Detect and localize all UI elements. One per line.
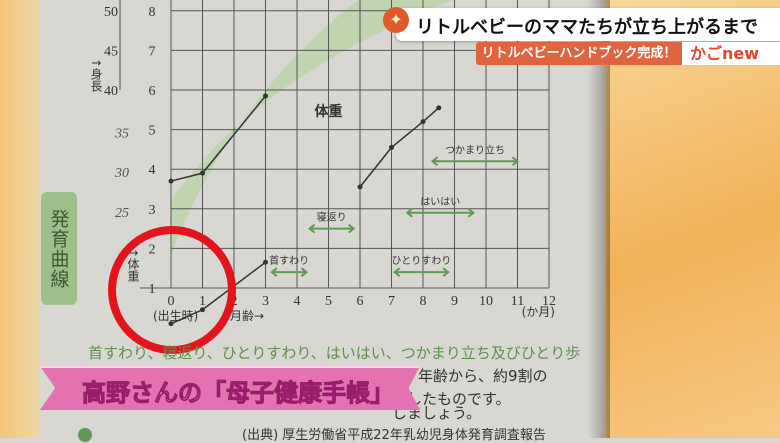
body-text-line: 表したものです。 <box>392 390 511 408</box>
milestone-label: はいはい <box>420 196 460 208</box>
caption-title-box: リトルベビーのママたちが立ち上がるまで <box>396 8 780 41</box>
growth-chart: 0 1 2 3 4 5 6 7 8 9 10 11 1212345678404550253035↑身長↑… <box>89 0 556 354</box>
x-tick-label: 10 <box>479 294 493 309</box>
handwritten-tick-label: 35 <box>114 127 129 142</box>
orange-background <box>606 0 780 438</box>
milestone-arrowheads <box>270 267 309 277</box>
length-axis-label: ↑身長 <box>89 58 103 92</box>
y-tick-label: 7 <box>149 44 156 59</box>
length-tick-label: 45 <box>104 44 118 59</box>
milestone-label: 首すわり <box>269 254 309 267</box>
y-tick-label: 4 <box>149 163 156 178</box>
milestone-label: つかまり立ち <box>445 143 505 156</box>
x-tick-label: 5 <box>325 294 332 309</box>
x-unit-label: (か月) <box>522 305 555 319</box>
data-point <box>263 93 268 99</box>
x-tick-label: 7 <box>388 294 395 309</box>
x-tick-label: 4 <box>294 294 301 309</box>
milestone-arrowheads <box>307 223 356 234</box>
y-tick-label: 2 <box>149 242 156 257</box>
y-tick-label: 8 <box>149 5 156 20</box>
x-tick-label: 8 <box>420 294 427 309</box>
data-point <box>389 144 394 150</box>
data-point <box>357 184 363 190</box>
green-dot <box>78 428 92 442</box>
channel-logo: かごnew <box>682 42 780 65</box>
left-background <box>0 0 40 438</box>
growth-line <box>359 107 440 188</box>
highlight-circle <box>108 226 236 354</box>
y-tick-label: 3 <box>149 203 156 218</box>
milestone-arrowheads <box>393 267 450 277</box>
page-shadow <box>588 0 610 438</box>
y-tick-label: 6 <box>149 84 156 99</box>
x-tick-label: 11 <box>511 294 524 309</box>
y-tick-label: 5 <box>149 124 156 139</box>
x-tick-label: 9 <box>451 294 458 309</box>
x-tick-label: 12 <box>542 294 556 309</box>
source-text: (出典) 厚生労働省平成22年乳幼児身体発育調査報告 <box>242 428 546 443</box>
weight-axis-label: ↑体重 <box>126 248 140 282</box>
x-axis-label: 月齢→ <box>230 308 264 323</box>
caption-subtitle: リトルベビーハンドブック完成！ <box>476 42 682 65</box>
data-point <box>436 105 442 111</box>
body-text-line: 月・年齢から、約9割の <box>388 367 548 385</box>
x-origin-label: (出生時) <box>153 309 198 323</box>
milestone-arrowheads <box>405 207 476 218</box>
data-point <box>200 307 205 313</box>
data-point <box>168 321 174 327</box>
sparkle-icon: ✦ <box>383 7 409 33</box>
data-point <box>420 119 426 125</box>
handwritten-tick-label: 30 <box>114 166 129 181</box>
banner-text: 高野さんの「母子健康手帳」 <box>82 379 395 408</box>
x-tick-label: 1 <box>199 294 206 309</box>
x-tick-label: 3 <box>262 294 269 309</box>
data-point <box>263 259 268 265</box>
chart-title: 体重 <box>315 103 343 120</box>
name-banner: 高野さんの「母子健康手帳」 <box>40 366 420 410</box>
growth-band <box>171 0 452 257</box>
data-point <box>200 170 205 176</box>
side-tab: 発育曲線 <box>41 192 77 305</box>
length-tick-label: 40 <box>104 84 118 99</box>
milestone-label: ひとりすわり <box>392 255 452 267</box>
data-point <box>168 178 174 184</box>
milestone-arrowheads <box>430 156 520 167</box>
length-tick-label: 50 <box>104 5 118 20</box>
handwritten-tick-label: 25 <box>115 206 129 221</box>
body-text-line: 首すわり、寝返り、ひとりすわり、はいはい、つかまり立ち及びひとり歩 <box>88 344 581 362</box>
caption-title: リトルベビーのママたちが立ち上がるまで <box>416 17 758 38</box>
y-tick-label: 1 <box>149 282 156 297</box>
x-tick-label: 6 <box>357 294 364 309</box>
x-tick-label: 0 <box>168 294 175 309</box>
milestone-label: 寝返り <box>317 211 347 224</box>
